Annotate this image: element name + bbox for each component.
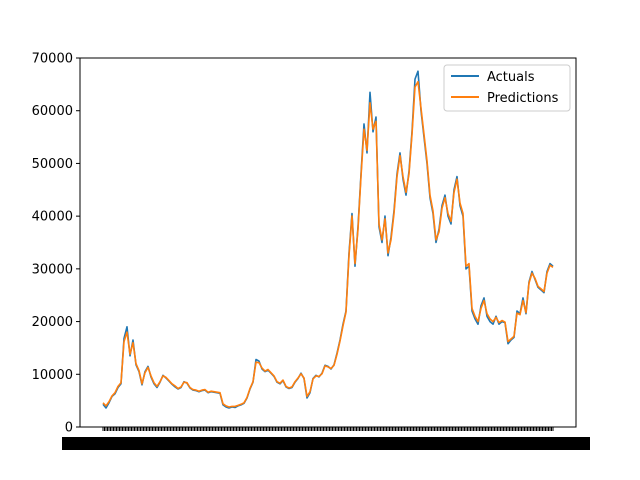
y-tick-label: 20000: [32, 315, 73, 330]
y-axis: 0 10000 20000 30000 40000 50000 60000 70000: [32, 52, 80, 436]
y-tick-label: 0: [65, 421, 73, 436]
y-tick-label: 50000: [32, 157, 73, 172]
legend-label-actuals: Actuals: [487, 70, 535, 85]
y-tick-label: 70000: [32, 52, 73, 67]
legend-label-predictions: Predictions: [487, 91, 559, 106]
y-tick-label: 10000: [32, 368, 73, 383]
y-tick-label: 40000: [32, 210, 73, 225]
y-tick-label: 60000: [32, 104, 73, 119]
legend: Actuals Predictions: [443, 64, 571, 112]
series-lines: [102, 70, 554, 409]
x-tick-labels-overlapping: [62, 437, 590, 450]
series-line-predictions: [102, 80, 554, 408]
y-tick-label: 30000: [32, 262, 73, 277]
plot-background: [80, 58, 576, 427]
x-axis: [62, 427, 590, 450]
